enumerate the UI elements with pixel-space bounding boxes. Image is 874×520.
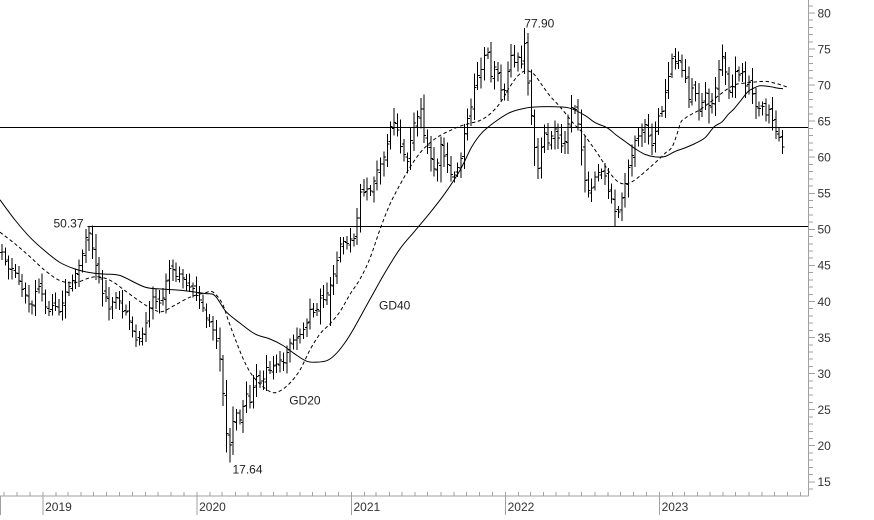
- svg-text:20: 20: [818, 439, 832, 453]
- svg-text:2020: 2020: [199, 500, 226, 514]
- svg-text:60: 60: [818, 151, 832, 165]
- svg-text:30: 30: [818, 367, 832, 381]
- svg-text:2019: 2019: [45, 500, 72, 514]
- svg-text:2022: 2022: [508, 500, 535, 514]
- svg-text:25: 25: [818, 403, 832, 417]
- svg-text:50.37: 50.37: [54, 217, 84, 231]
- svg-text:17.64: 17.64: [233, 463, 263, 477]
- svg-text:15: 15: [818, 475, 832, 489]
- svg-text:40: 40: [818, 295, 832, 309]
- svg-text:75: 75: [818, 42, 832, 56]
- svg-text:65: 65: [818, 115, 832, 129]
- svg-text:55: 55: [818, 187, 832, 201]
- svg-text:GD20: GD20: [289, 394, 321, 408]
- svg-text:35: 35: [818, 331, 832, 345]
- svg-text:45: 45: [818, 259, 832, 273]
- svg-text:77.90: 77.90: [524, 17, 554, 31]
- svg-text:2023: 2023: [662, 500, 689, 514]
- svg-text:GD40: GD40: [379, 298, 411, 312]
- svg-text:70: 70: [818, 78, 832, 92]
- svg-text:50: 50: [818, 223, 832, 237]
- svg-text:80: 80: [818, 6, 832, 20]
- svg-text:2021: 2021: [354, 500, 381, 514]
